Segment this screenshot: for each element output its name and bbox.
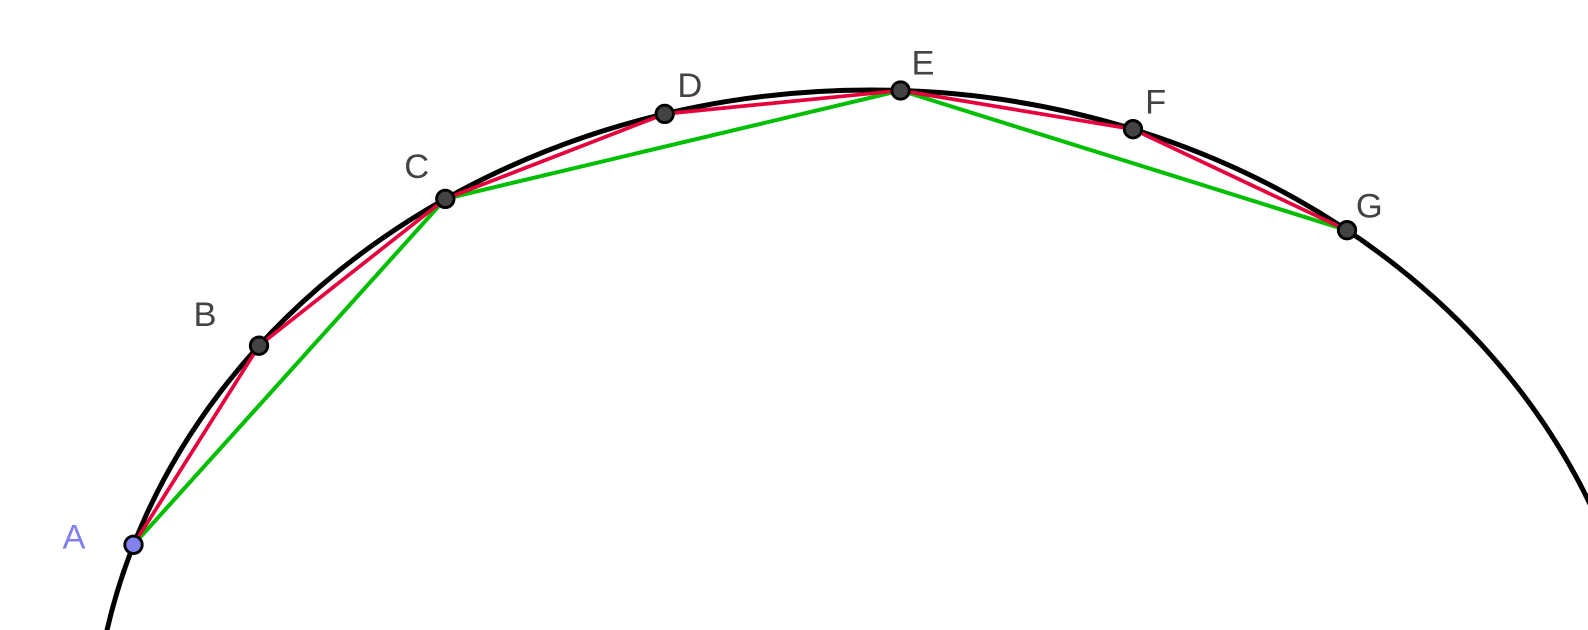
svg-text:G: G: [1356, 187, 1383, 225]
svg-text:A: A: [63, 518, 86, 556]
svg-text:E: E: [912, 45, 935, 83]
svg-text:C: C: [404, 148, 429, 186]
svg-text:F: F: [1145, 84, 1166, 122]
svg-text:B: B: [194, 296, 217, 334]
svg-text:D: D: [677, 67, 702, 105]
